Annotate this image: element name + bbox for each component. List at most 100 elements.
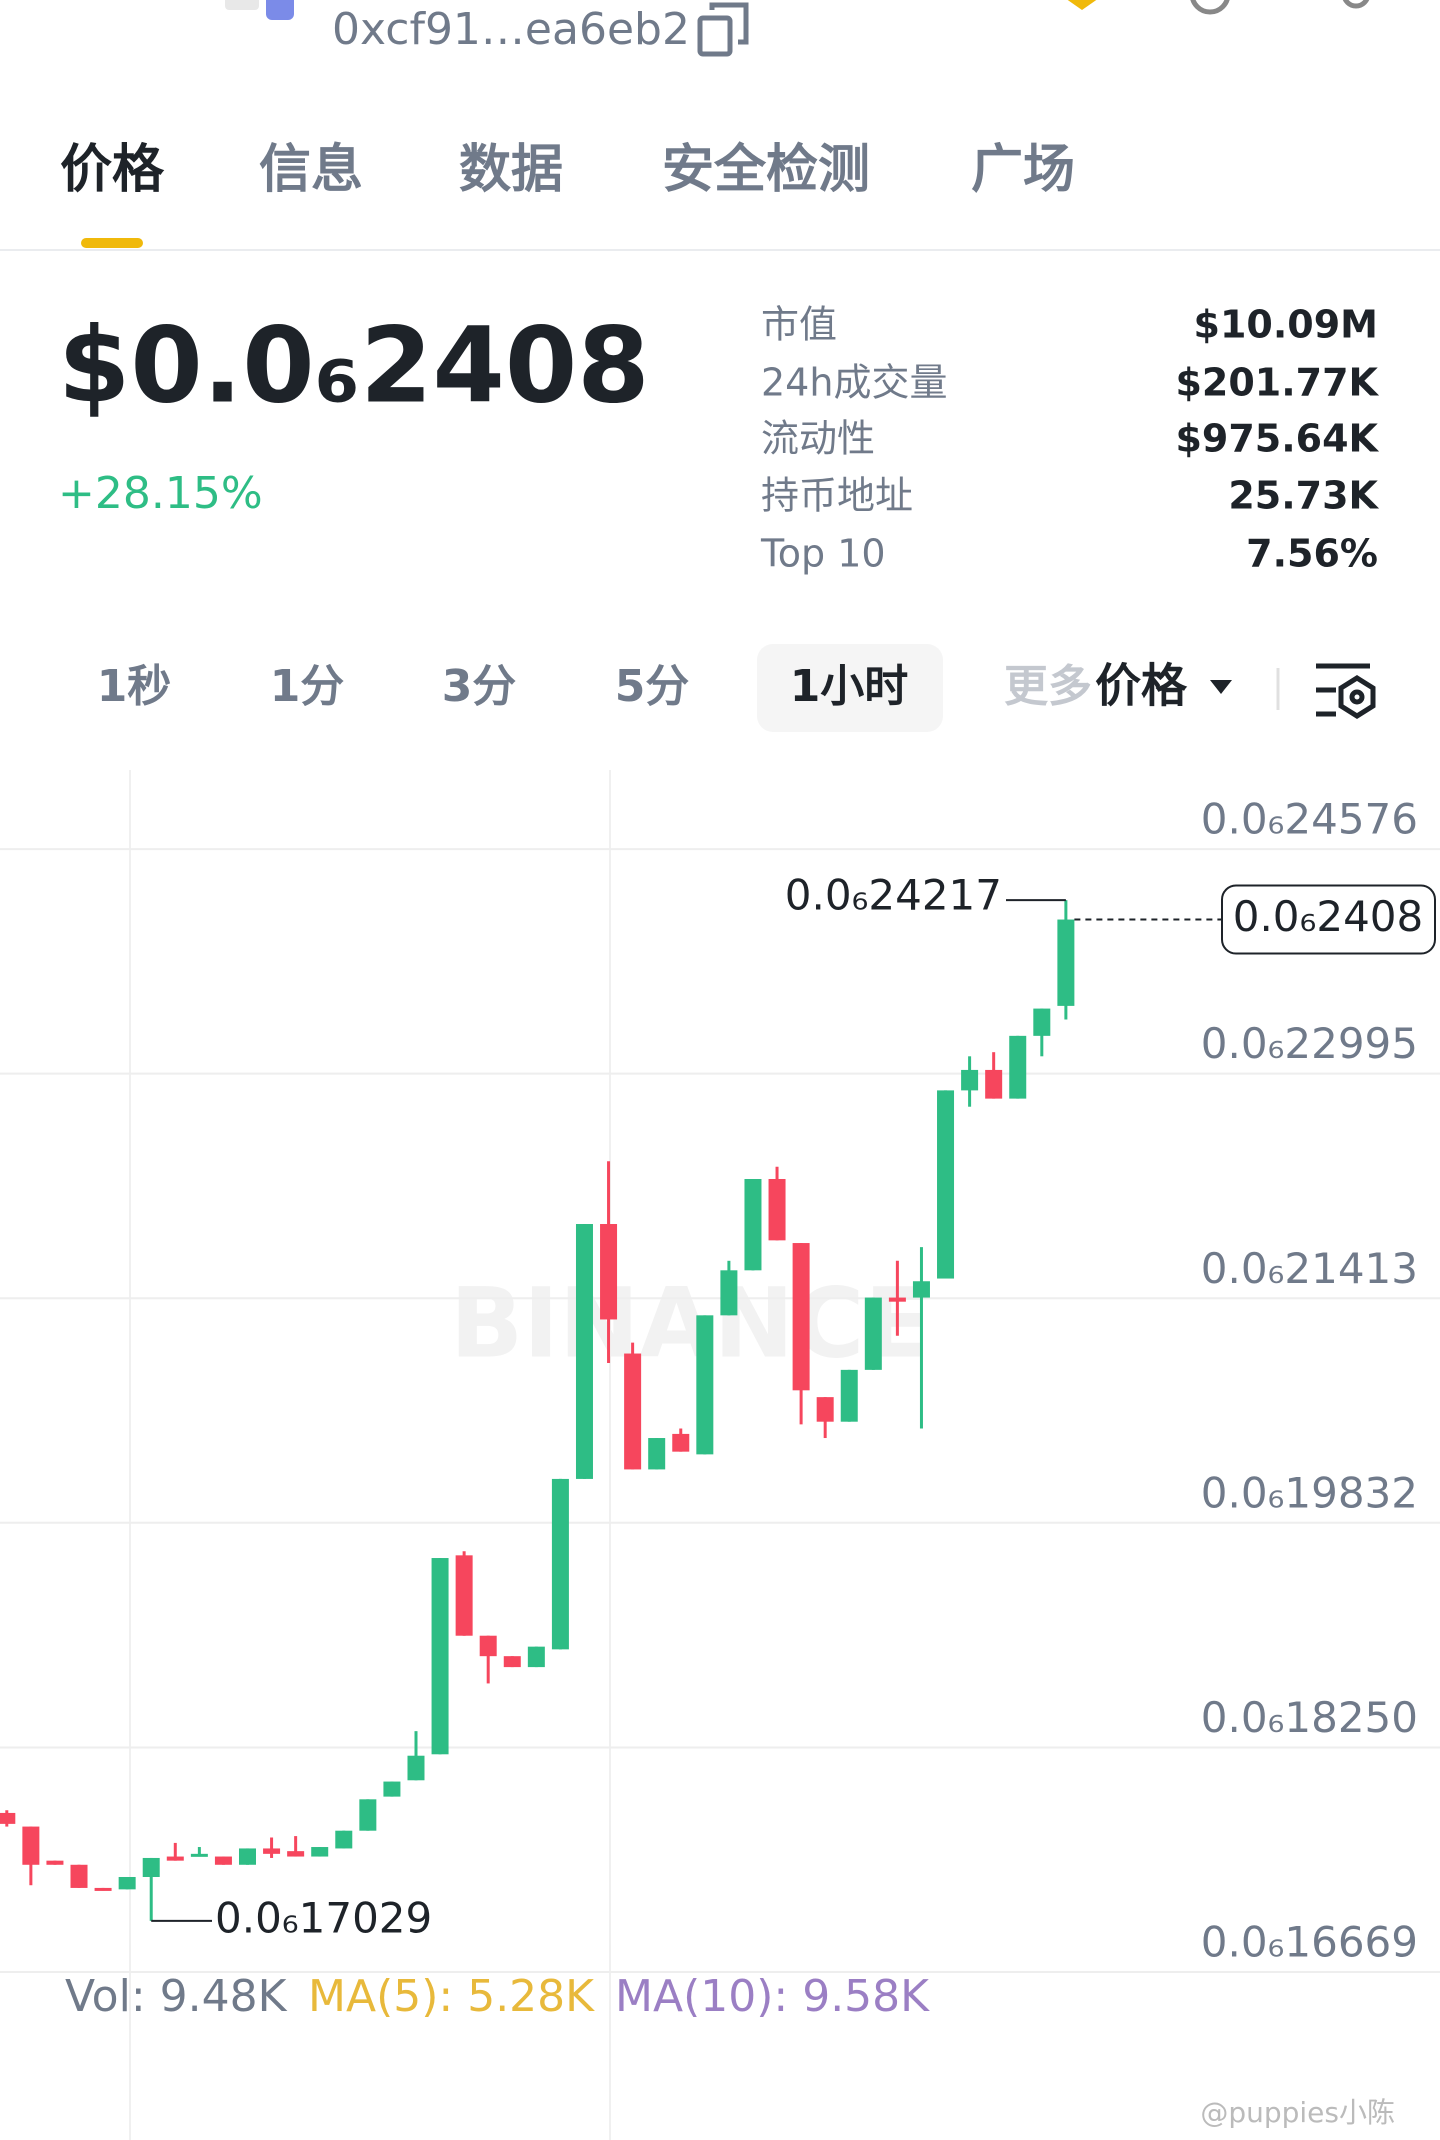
candle-body [888,1297,906,1302]
y-tick-label: 0.0₆22995 [1201,1019,1418,1068]
chart-settings-icon[interactable] [1316,663,1376,719]
tab[interactable]: 安全检测 [662,140,870,200]
tab[interactable]: 数据 [459,140,563,200]
y-tick-label: 0.0₆18250 [1201,1693,1418,1742]
stat-label: 24h成交量 [761,361,947,405]
chain-badge [266,0,294,20]
stat-value: $10.09M [1194,303,1378,347]
tab[interactable]: 信息 [259,140,363,200]
dropdown-arrow[interactable] [1210,680,1232,694]
candle-body [22,1826,40,1865]
stat-label: Top 10 [760,532,886,576]
candle-body [311,1847,329,1857]
interval[interactable]: 5分 [615,661,690,712]
interval[interactable]: 3分 [442,661,517,712]
candle-body [118,1876,136,1890]
low-label: 0.0₆17029 [215,1893,432,1942]
candle-body [479,1635,497,1657]
interval[interactable]: 更多 [1004,661,1092,712]
stat-value: $975.64K [1175,417,1379,461]
candle-body [1057,919,1075,1006]
candle-body [46,1860,64,1865]
candle-body [455,1555,473,1636]
last-price-label: 0.0₆2408 [1233,892,1424,941]
candle-body [239,1848,256,1865]
price: $0.0₆2408 [58,304,650,426]
stat-label: 市值 [761,303,837,347]
candle-body [985,1069,1003,1099]
candle-body [720,1270,738,1316]
candle-body [0,1812,16,1824]
chart-selector[interactable]: 价格 [1095,659,1188,713]
candle-body [263,1848,281,1854]
candle-body [359,1799,377,1831]
candle-body [94,1887,112,1891]
high-label: 0.0₆24217 [785,871,1002,920]
interval[interactable]: 1分 [270,661,345,712]
interval[interactable]: 1秒 [97,661,172,712]
last-price-box [1221,884,1436,955]
candle-body [1033,1008,1051,1036]
interval-highlight [757,644,943,732]
candle-body [744,1178,762,1271]
candle-body [551,1478,569,1650]
candle-body [768,1178,786,1241]
copy-icon[interactable] [697,2,749,57]
interval[interactable]: 1小时 [790,661,909,712]
active-tab-indicator [81,238,143,248]
watermark: BINANCE [450,1267,930,1379]
candle-body [648,1438,666,1470]
candle-body [190,1853,208,1857]
candle-body [937,1090,955,1279]
y-tick-label: 0.0₆24576 [1201,795,1418,844]
price-change: +28.15% [58,468,263,519]
candle-body [575,1224,593,1479]
y-tick-label: 0.0₆16669 [1201,1918,1418,1967]
share-icon[interactable] [1190,0,1230,15]
more-icon[interactable] [1342,0,1370,9]
candle-body [166,1856,184,1861]
candle-body [407,1755,425,1781]
candle-body [624,1353,642,1470]
tab[interactable]: 价格 [60,140,165,200]
stat-value: 25.73K [1228,474,1379,518]
volume-label: Vol: 9.48K [65,1971,288,2022]
candle-body [672,1433,690,1452]
candle-body [864,1297,882,1370]
tab[interactable]: 广场 [971,140,1075,200]
candle-body [214,1856,232,1865]
candle-body [383,1781,401,1797]
candle-body [1009,1035,1027,1099]
candle-body [335,1830,353,1849]
candle-body [912,1281,930,1298]
candle-body [70,1864,88,1888]
token-logo [225,0,259,10]
stat-value: $201.77K [1175,361,1379,405]
stat-label: 持币地址 [761,474,913,518]
candle-body [816,1397,834,1422]
candle-body [961,1069,979,1091]
interval-bar: 1秒 1分 3分 5分 1小时 更多 [97,661,1092,712]
candle-body [142,1857,160,1877]
y-tick-label: 0.0₆21413 [1201,1244,1418,1293]
ma5-label: MA(5): 5.28K [308,1971,595,2022]
tab-bar: 价格 信息 数据 安全检测 广场 [60,140,1075,200]
chart: 0.0₆24576 0.0₆22995 0.0₆21413 0.0₆19832 0.0₆… [0,795,1440,1973]
candle-body [792,1243,810,1391]
stat-label: 流动性 [761,417,875,461]
footer-watermark: @puppies小陈 [1200,2096,1395,2129]
candle-body [600,1224,618,1320]
candle-body [431,1558,449,1755]
candle-body [696,1315,714,1455]
candle-body [287,1851,305,1857]
contract-address: 0xcf91…ea6eb2 [332,4,690,55]
candle-body [840,1369,858,1422]
stats: 市值 $10.09M 24h成交量 $201.77K 流动性 $975.64K 持币地址 25… [760,303,1380,576]
ma10-label: MA(10): 9.58K [615,1971,930,2022]
candle-body [503,1656,521,1668]
y-tick-label: 0.0₆19832 [1201,1468,1418,1517]
stat-value: 7.56% [1246,532,1378,576]
favorite-icon[interactable] [1062,0,1102,10]
